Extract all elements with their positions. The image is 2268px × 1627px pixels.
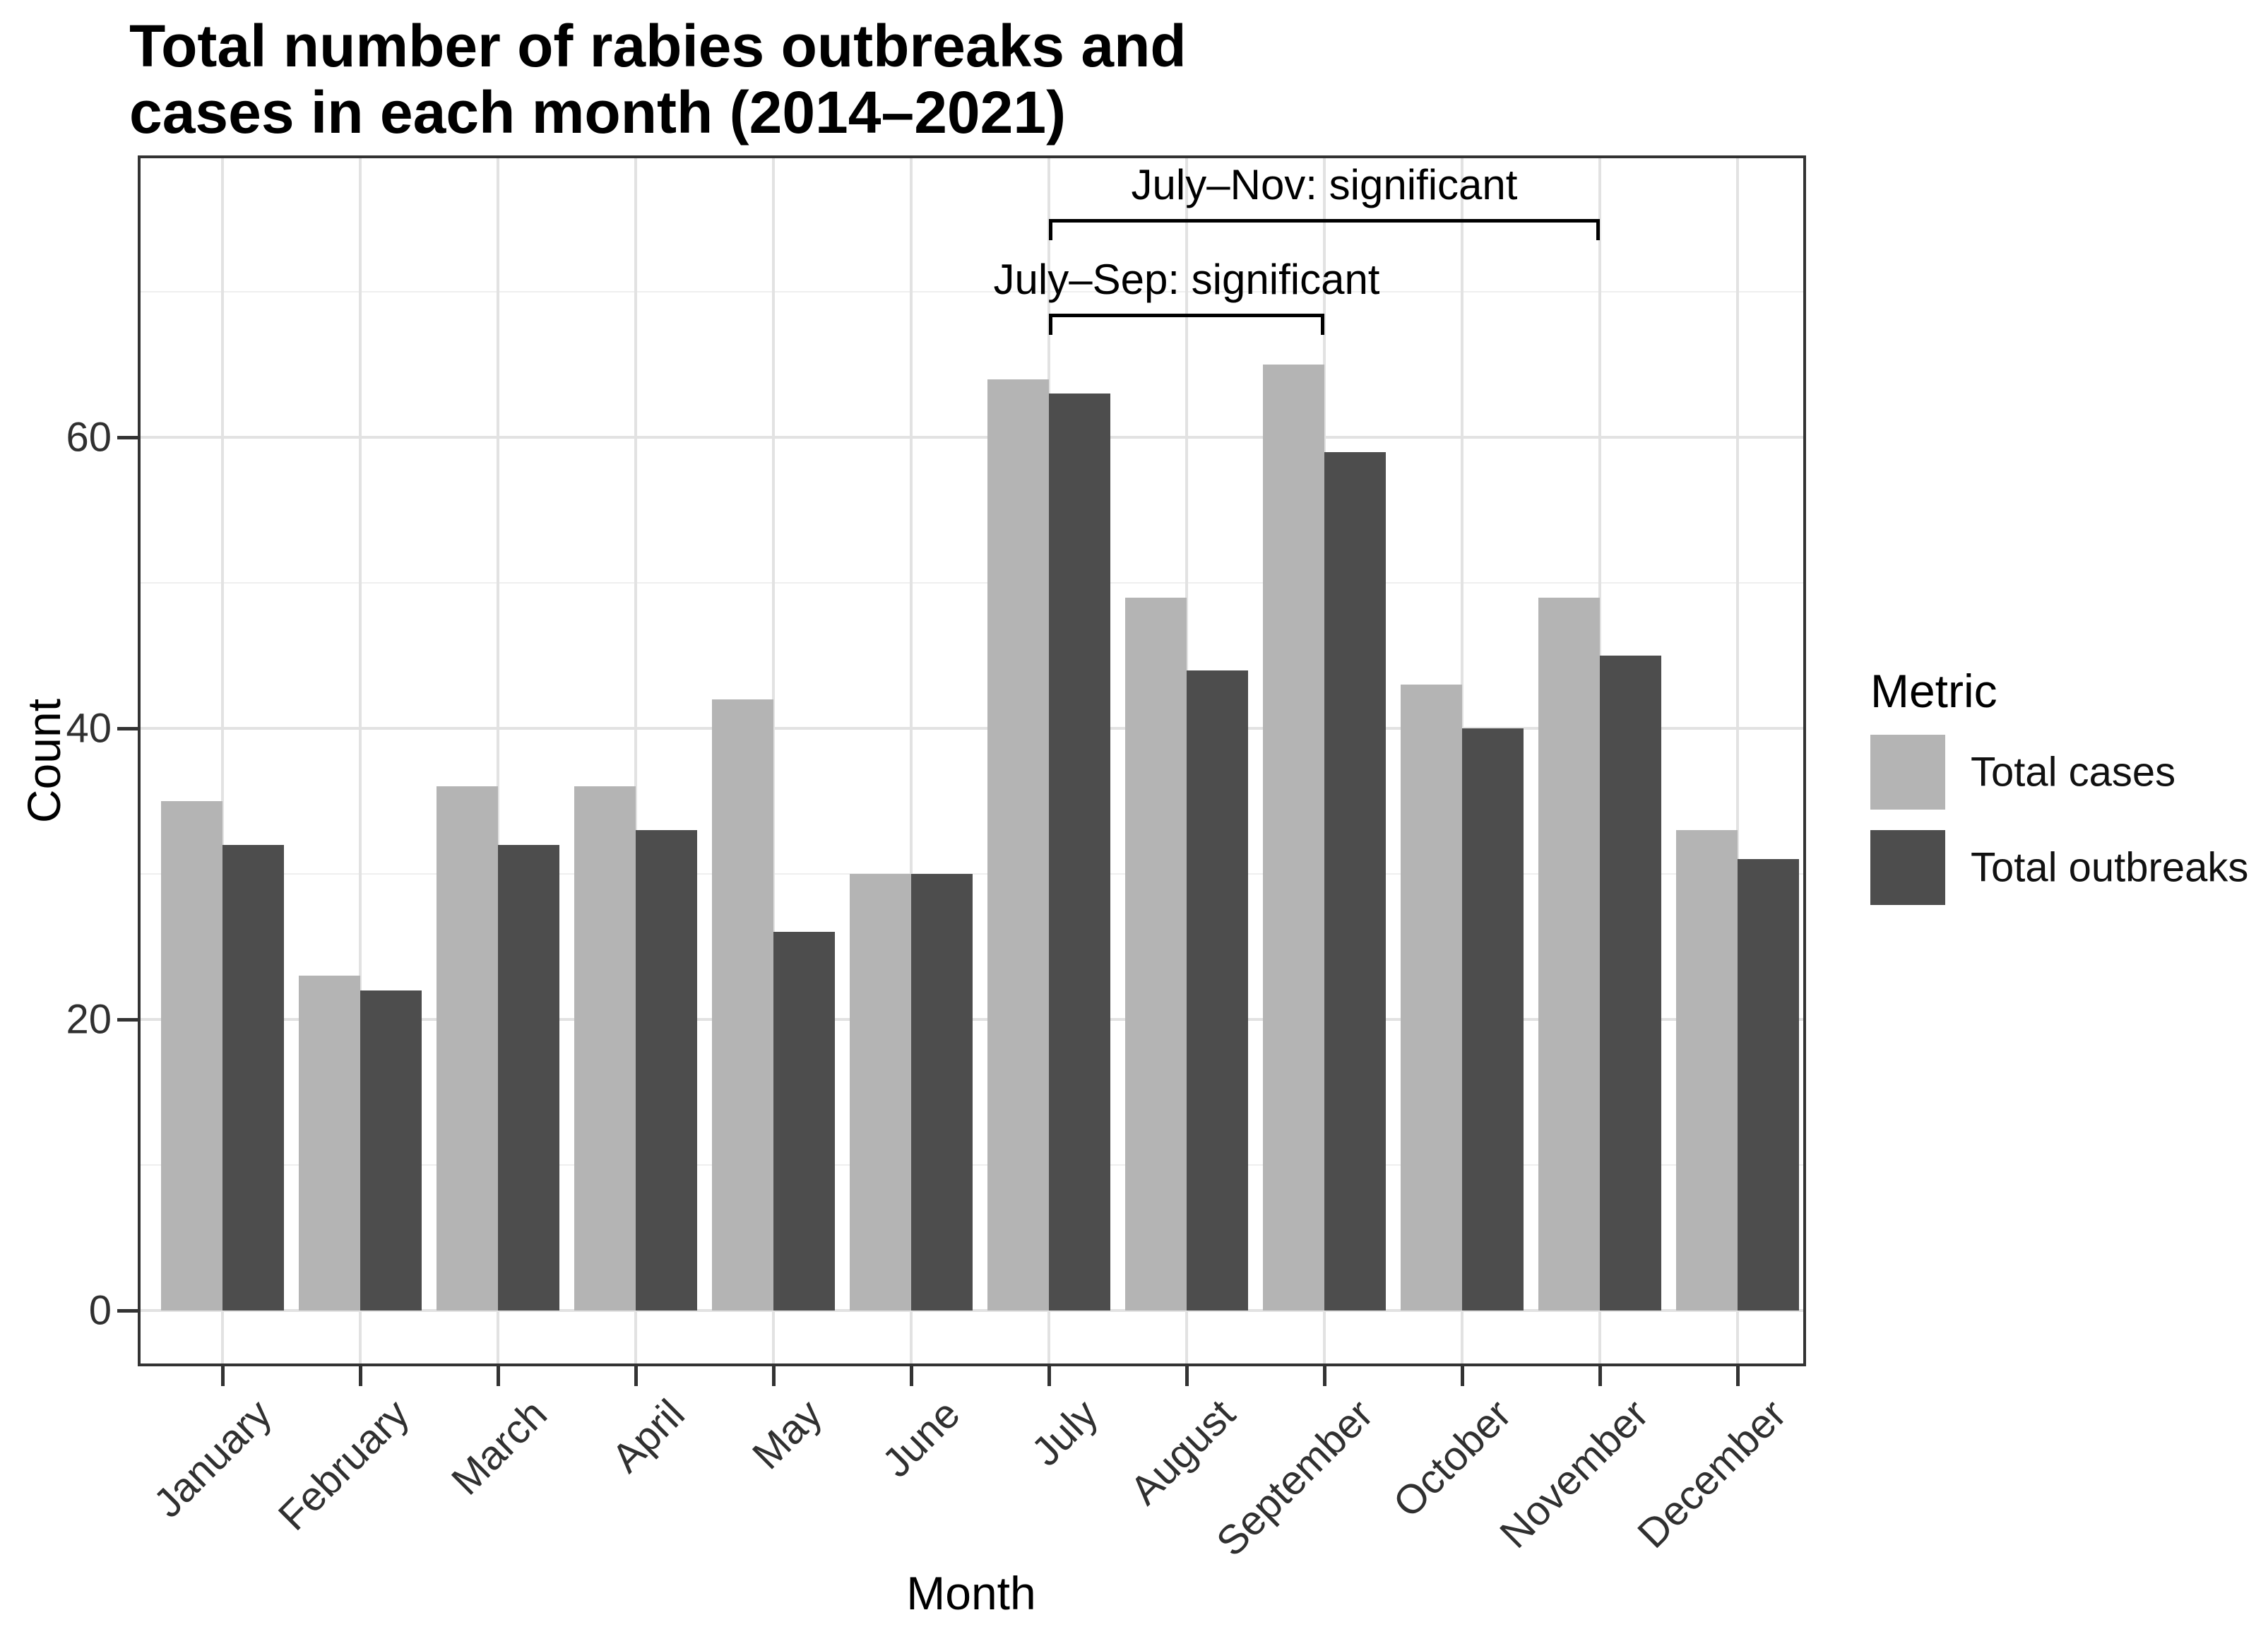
gridline-v-january: [221, 158, 224, 1363]
bar-total-outbreaks-september: [1324, 451, 1386, 1311]
legend-title: Metric: [1870, 665, 1997, 717]
gridline-v-december: [1736, 158, 1739, 1363]
y-axis-title: Count: [18, 698, 70, 824]
x-tick-label-august: August: [1122, 1390, 1245, 1514]
bar-total-outbreaks-august: [1187, 670, 1248, 1311]
bar-total-cases-may: [712, 699, 773, 1311]
x-tick-label-july: July: [1022, 1390, 1107, 1475]
significance-bracket-july-september: [1049, 313, 1324, 317]
y-tick-label-20: 20: [66, 996, 112, 1043]
bar-total-outbreaks-october: [1462, 728, 1524, 1311]
x-tick-mark-august: [1185, 1366, 1189, 1386]
significance-label-july-september: July–Sep: significant: [993, 255, 1380, 303]
y-tick-label-40: 40: [66, 705, 112, 752]
x-tick-mark-january: [221, 1366, 225, 1386]
bar-total-outbreaks-may: [773, 932, 835, 1311]
chart-title: Total number of rabies outbreaks and cas…: [129, 13, 1187, 146]
bar-total-outbreaks-july: [1049, 394, 1110, 1311]
bar-total-cases-april: [574, 786, 636, 1311]
chart-title-line-1: Total number of rabies outbreaks and: [129, 13, 1187, 79]
gridline-v-february: [359, 158, 362, 1363]
chart-title-line-2: cases in each month (2014–2021): [129, 79, 1067, 146]
x-tick-label-december: December: [1629, 1390, 1795, 1557]
gridline-v-march: [497, 158, 499, 1363]
y-tick-mark-0: [117, 1309, 140, 1313]
bar-total-outbreaks-january: [222, 844, 284, 1311]
x-tick-label-march: March: [442, 1390, 556, 1504]
x-tick-mark-may: [772, 1366, 776, 1386]
x-tick-label-november: November: [1491, 1390, 1658, 1557]
bar-total-cases-november: [1538, 597, 1600, 1311]
x-tick-label-may: May: [744, 1390, 831, 1479]
gridline-minor-70: [141, 291, 1803, 292]
x-tick-mark-july: [1047, 1366, 1051, 1386]
x-tick-mark-march: [497, 1366, 500, 1386]
bar-total-outbreaks-february: [360, 990, 422, 1311]
significance-bracket-july-november-right-end: [1596, 219, 1600, 240]
y-tick-label-60: 60: [66, 414, 112, 461]
legend-swatch-total-cases: [1870, 735, 1945, 810]
x-tick-mark-september: [1323, 1366, 1326, 1386]
x-tick-mark-december: [1736, 1366, 1740, 1386]
x-tick-mark-june: [910, 1366, 913, 1386]
gridline-major-60: [141, 436, 1803, 439]
x-tick-label-june: June: [873, 1390, 969, 1486]
bar-total-cases-october: [1401, 685, 1462, 1311]
bar-total-cases-august: [1125, 597, 1187, 1311]
gridline-v-april: [634, 158, 637, 1363]
gridline-major-40: [141, 727, 1803, 730]
bar-total-outbreaks-march: [498, 844, 559, 1311]
x-tick-mark-october: [1461, 1366, 1464, 1386]
bar-total-outbreaks-december: [1738, 859, 1799, 1311]
bar-total-cases-july: [987, 379, 1049, 1311]
gridline-minor-50: [141, 582, 1803, 584]
y-tick-mark-20: [117, 1018, 140, 1022]
bar-total-cases-january: [161, 801, 222, 1311]
gridline-major-0: [141, 1309, 1803, 1312]
bar-total-outbreaks-april: [636, 830, 697, 1311]
x-tick-label-april: April: [602, 1390, 694, 1481]
bar-total-cases-september: [1263, 365, 1324, 1311]
x-tick-label-january: January: [144, 1390, 280, 1527]
y-tick-mark-60: [117, 436, 140, 439]
significance-bracket-july-november-left-end: [1049, 219, 1052, 240]
bar-total-cases-december: [1676, 830, 1738, 1311]
significance-bracket-july-september-left-end: [1049, 313, 1052, 335]
significance-bracket-july-november: [1049, 219, 1600, 223]
x-tick-mark-april: [634, 1366, 638, 1386]
gridline-v-june: [910, 158, 913, 1363]
bar-total-outbreaks-november: [1600, 656, 1661, 1311]
y-tick-label-0: 0: [88, 1287, 112, 1334]
legend-label-total-cases: Total cases: [1971, 749, 2176, 795]
legend-label-total-outbreaks: Total outbreaks: [1971, 844, 2249, 891]
significance-label-july-november: July–Nov: significant: [1131, 161, 1518, 208]
bar-total-cases-june: [850, 874, 911, 1311]
x-axis-title: Month: [906, 1567, 1036, 1619]
bar-total-cases-february: [299, 976, 360, 1311]
bar-total-outbreaks-june: [911, 874, 973, 1311]
x-tick-label-february: February: [269, 1390, 418, 1539]
bar-total-cases-march: [437, 786, 498, 1311]
legend-swatch-total-outbreaks: [1870, 830, 1945, 905]
significance-bracket-july-september-right-end: [1321, 313, 1324, 335]
y-tick-mark-40: [117, 727, 140, 730]
gridline-v-may: [772, 158, 775, 1363]
x-tick-mark-november: [1598, 1366, 1602, 1386]
x-tick-mark-february: [359, 1366, 362, 1386]
x-tick-label-october: October: [1384, 1390, 1520, 1527]
